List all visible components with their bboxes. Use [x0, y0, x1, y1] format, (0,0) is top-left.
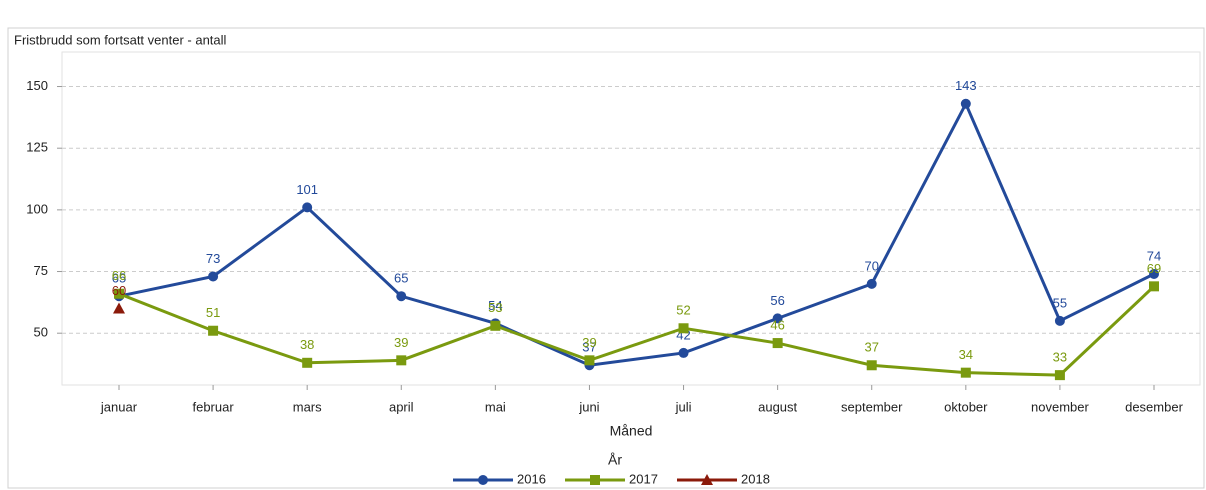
- point: [208, 325, 219, 336]
- value-label: 65: [394, 271, 408, 286]
- value-label: 65: [112, 271, 126, 286]
- legend-label: 2017: [629, 471, 658, 486]
- y-tick-label: 150: [26, 78, 48, 93]
- point: [1054, 370, 1065, 381]
- x-axis-label: Måned: [610, 423, 653, 439]
- point: [678, 347, 689, 358]
- plot-frame: [61, 51, 1201, 386]
- value-label: 143: [955, 78, 977, 93]
- value-label: 54: [488, 298, 502, 313]
- point: [396, 355, 407, 366]
- point: [584, 355, 595, 366]
- point: [866, 360, 877, 371]
- value-label: 33: [1053, 350, 1067, 365]
- value-label: 52: [676, 303, 690, 318]
- x-tick-label: august: [758, 399, 797, 414]
- value-label: 39: [582, 335, 596, 350]
- point: [960, 98, 971, 109]
- x-tick-label: februar: [192, 399, 234, 414]
- chart-title: Fristbrudd som fortsatt venter - antall: [14, 32, 227, 47]
- value-label: 46: [770, 318, 784, 333]
- point: [772, 313, 783, 324]
- point: [396, 291, 407, 302]
- point: [302, 357, 313, 368]
- value-label: 70: [864, 258, 878, 273]
- value-label: 37: [864, 340, 878, 355]
- point: [678, 323, 689, 334]
- x-tick-label: april: [389, 399, 414, 414]
- value-label: 69: [1147, 261, 1161, 276]
- x-tick-label: desember: [1125, 399, 1183, 414]
- point: [478, 475, 488, 485]
- point: [302, 202, 313, 213]
- point: [866, 278, 877, 289]
- value-label: 34: [959, 347, 973, 362]
- x-tick-label: oktober: [944, 399, 988, 414]
- y-tick-label: 100: [26, 201, 48, 216]
- point: [208, 271, 219, 282]
- x-tick-label: januar: [100, 399, 138, 414]
- y-tick-label: 125: [26, 140, 48, 155]
- point: [1149, 281, 1159, 292]
- value-label: 37: [582, 340, 596, 355]
- x-tick-label: mai: [485, 399, 506, 414]
- value-label: 51: [206, 305, 220, 320]
- value-label: 73: [206, 251, 220, 266]
- point: [772, 338, 783, 349]
- x-tick-label: juli: [675, 399, 692, 414]
- legend-label: 2018: [741, 471, 770, 486]
- y-tick-label: 50: [34, 325, 48, 340]
- point: [113, 302, 125, 314]
- value-label: 38: [300, 337, 314, 352]
- value-label: 55: [1053, 295, 1067, 310]
- x-tick-label: mars: [293, 399, 322, 414]
- value-label: 39: [394, 335, 408, 350]
- x-tick-label: november: [1031, 399, 1089, 414]
- legend-label: 2016: [517, 471, 546, 486]
- point: [1054, 315, 1065, 326]
- point: [590, 475, 600, 485]
- x-tick-label: september: [841, 399, 903, 414]
- point: [1149, 269, 1159, 279]
- value-label: 53: [488, 300, 502, 315]
- point: [701, 474, 713, 485]
- y-tick-label: 75: [34, 263, 48, 278]
- point: [114, 288, 124, 299]
- point: [960, 367, 971, 378]
- panel: [7, 27, 1205, 489]
- point: [490, 320, 501, 331]
- value-label: 74: [1147, 248, 1161, 263]
- value-label: 101: [296, 182, 318, 197]
- x-tick-label: juni: [578, 399, 599, 414]
- series-line: [118, 285, 1156, 377]
- series-line: [118, 100, 1155, 367]
- value-label: 60: [112, 283, 126, 298]
- legend-title: År: [608, 452, 622, 468]
- value-label: 56: [770, 293, 784, 308]
- value-label: 66: [112, 268, 126, 283]
